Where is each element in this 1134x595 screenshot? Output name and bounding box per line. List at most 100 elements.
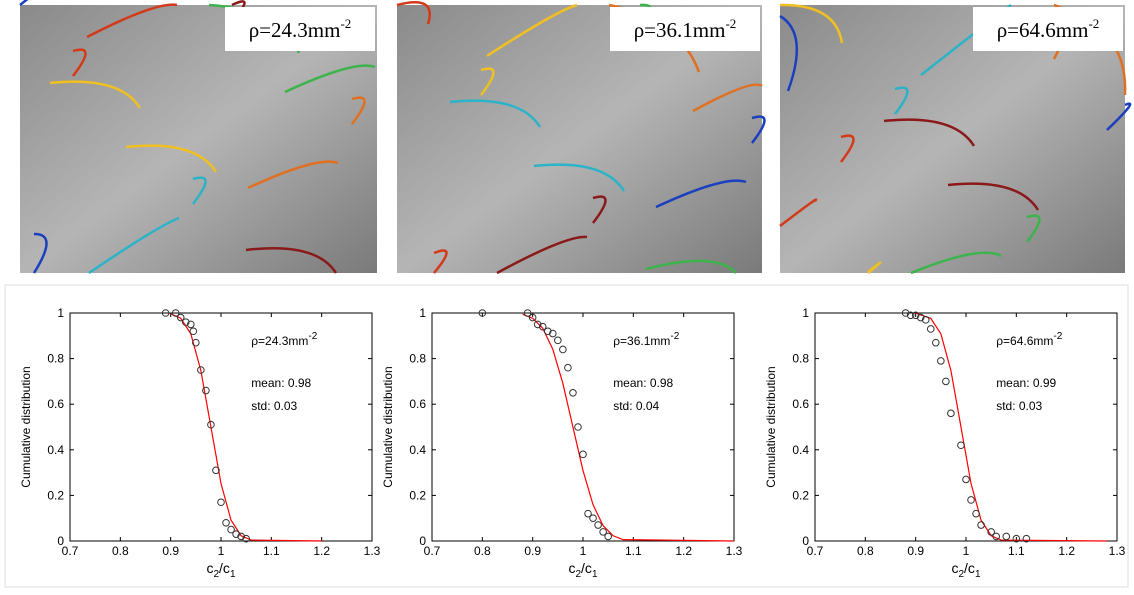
annotation-sup: -2 — [1053, 331, 1062, 342]
data-point — [227, 525, 235, 534]
data-point — [594, 521, 602, 529]
grain-boundary — [592, 195, 607, 224]
x-axis-label: c2/c1 — [206, 560, 235, 580]
data-point — [911, 311, 920, 320]
grain-boundary — [247, 160, 339, 190]
x-tick-label: 1.3 — [1109, 544, 1126, 558]
data-point — [569, 389, 577, 397]
x-axis-label-sub: 2 — [213, 569, 219, 580]
x-tick-label: 0.8 — [474, 544, 491, 558]
data-point — [528, 313, 537, 322]
annotation: ρ=64.6mm-2 — [996, 331, 1063, 348]
annotation-std: std: 0.03 — [996, 399, 1042, 413]
data-point — [579, 450, 587, 459]
x-tick-label: 0.8 — [857, 544, 874, 558]
data-point — [906, 311, 915, 320]
plot-area — [814, 312, 1118, 542]
data-point — [176, 313, 185, 322]
data-point — [932, 338, 940, 347]
data-point — [222, 518, 230, 527]
x-axis-label-sub: 1 — [975, 569, 981, 580]
y-axis-label: Cumulative distribution — [381, 366, 395, 487]
image-label-text: ρ=24.3mm — [249, 18, 341, 42]
data-point — [559, 345, 567, 354]
x-axis-label: c2/c1 — [951, 560, 980, 580]
y-tick-label: 0 — [802, 534, 809, 548]
grain-boundary — [947, 182, 1040, 211]
x-axis-label-text: /c — [219, 560, 230, 576]
grain-boundary — [486, 3, 578, 58]
data-point — [187, 320, 195, 329]
x-tick-label: 0.9 — [907, 544, 924, 558]
data-point — [189, 327, 198, 336]
grain-boundary — [840, 134, 855, 163]
grain-boundary — [779, 198, 818, 227]
y-tick-label: 0.2 — [47, 488, 64, 502]
x-axis-label-text: c — [568, 560, 575, 576]
x-tick-label: 1 — [580, 544, 587, 558]
grain-boundary — [692, 83, 763, 113]
annotation-mean: mean: 0.99 — [996, 376, 1056, 390]
data-point — [549, 329, 557, 338]
data-point — [962, 475, 970, 484]
data-point — [926, 325, 935, 333]
x-axis-label-sub: 2 — [575, 569, 581, 580]
y-tick-label: 1 — [802, 306, 809, 320]
annotation-std: std: 0.03 — [251, 399, 297, 413]
y-tick-label: 0.4 — [409, 443, 426, 457]
image-label-sup: -2 — [1088, 16, 1099, 31]
annotation: ρ=24.3mm-2 — [251, 331, 318, 348]
annotation-sup: -2 — [670, 331, 679, 342]
grain-boundary — [655, 179, 747, 209]
fit-curve — [522, 313, 735, 542]
x-tick-label: 0.7 — [62, 544, 79, 558]
x-tick-label: 1 — [218, 544, 225, 558]
x-tick-label: 0.7 — [424, 544, 441, 558]
grain-boundary — [910, 251, 1002, 275]
data-point — [916, 313, 925, 322]
grain-boundary — [245, 246, 338, 274]
y-tick-label: 0.8 — [47, 352, 64, 366]
grain-boundary — [433, 249, 448, 274]
data-point — [921, 316, 930, 324]
data-point — [987, 528, 995, 536]
data-point — [967, 496, 975, 504]
y-tick-label: 0.4 — [792, 443, 809, 457]
data-point — [992, 532, 1001, 541]
data-point — [207, 420, 215, 429]
x-tick-label: 0.8 — [112, 544, 129, 558]
x-axis-label-sub: 1 — [230, 569, 236, 580]
data-point — [171, 309, 180, 317]
y-tick-label: 0.8 — [409, 352, 426, 366]
y-tick-label: 0 — [57, 534, 64, 548]
label-box — [610, 7, 760, 51]
grain-boundary — [49, 80, 142, 109]
grain-boundary — [396, 1, 431, 25]
data-point — [181, 318, 190, 326]
y-tick-label: 0.4 — [47, 443, 64, 457]
grain-boundary — [496, 235, 588, 275]
grain-boundary — [72, 48, 87, 77]
grain-boundary — [1106, 102, 1132, 131]
image-label: ρ=36.1mm-2 — [634, 16, 737, 42]
label-box — [225, 7, 375, 51]
y-tick-label: 0.6 — [792, 397, 809, 411]
x-tick-label: 1.1 — [1008, 544, 1025, 558]
x-axis-label-text: c — [951, 560, 958, 576]
data-point — [901, 309, 910, 317]
image-label: ρ=24.3mm-2 — [249, 16, 352, 42]
data-point — [538, 322, 547, 331]
data-point — [161, 309, 170, 317]
x-axis-label-text: /c — [964, 560, 975, 576]
grain-boundary — [894, 86, 909, 115]
data-point — [1012, 534, 1021, 543]
data-point — [972, 509, 980, 518]
x-tick-label: 0.9 — [524, 544, 541, 558]
x-tick-label: 1.2 — [675, 544, 692, 558]
data-point — [197, 366, 205, 374]
fit-curve — [915, 312, 1107, 542]
data-point — [937, 357, 945, 365]
y-tick-label: 1 — [419, 306, 426, 320]
data-point — [947, 409, 955, 418]
